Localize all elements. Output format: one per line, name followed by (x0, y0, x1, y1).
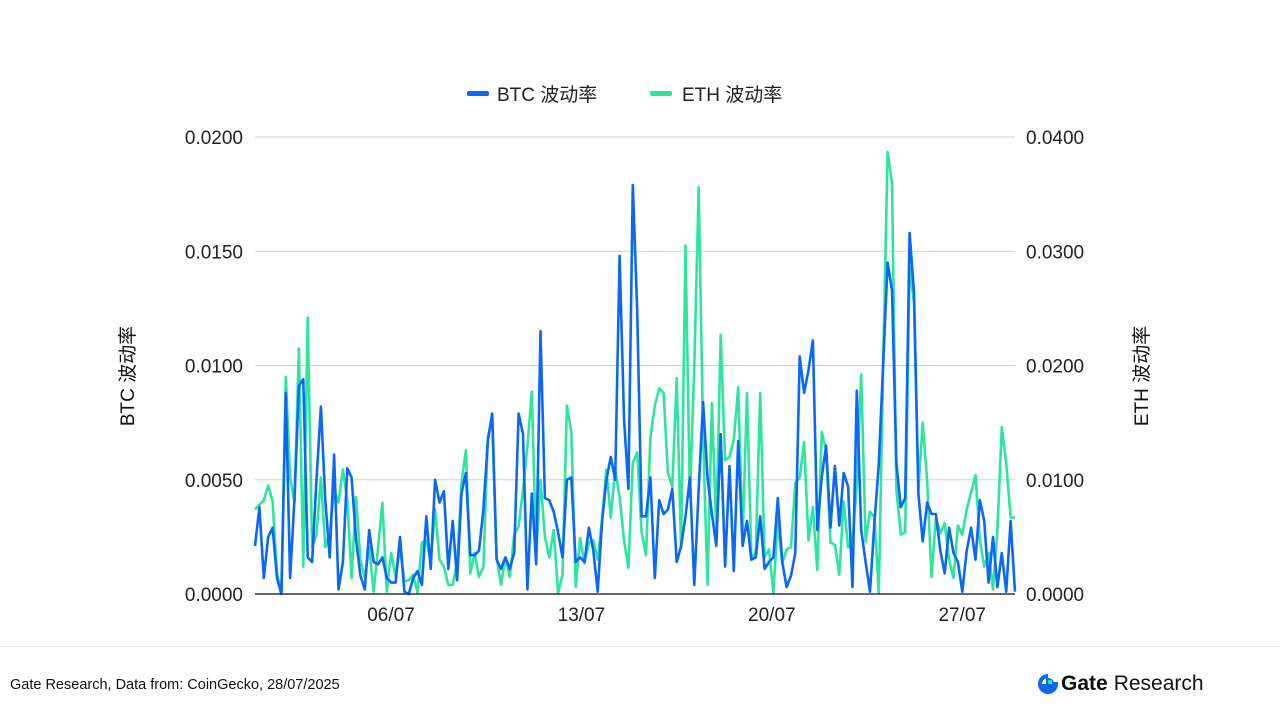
y-tick-left: 0.0200 (185, 128, 243, 149)
y-tick-left: 0.0100 (185, 357, 243, 378)
source-note: Gate Research, Data from: CoinGecko, 28/… (10, 677, 340, 693)
x-tick-label: 06/07 (367, 605, 415, 626)
logo-suffix: Research (1113, 672, 1204, 695)
logo-brand: Gate (1061, 672, 1108, 695)
footer-divider (0, 646, 1280, 647)
x-tick-label: 27/07 (938, 605, 986, 626)
tick-labels: 0.0000 0.0000 0.0050 0.0100 0.0100 0.0200 0.01… (185, 128, 1084, 626)
y-tick-left: 0.0150 (185, 242, 243, 263)
y-tick-right: 0.0300 (1026, 242, 1084, 263)
y-tick-right: 0.0100 (1026, 471, 1084, 492)
gridlines (255, 136, 1015, 481)
legend: BTC 波动率 ETH 波动率 (467, 84, 782, 106)
y-tick-right: 0.0400 (1026, 128, 1084, 149)
legend-label-btc: BTC 波动率 (497, 84, 597, 106)
y-tick-left: 0.0000 (185, 585, 243, 606)
y-tick-right: 0.0000 (1026, 585, 1084, 606)
legend-label-eth: ETH 波动率 (682, 84, 782, 106)
y-tick-right: 0.0200 (1026, 357, 1084, 378)
legend-swatch-eth (650, 91, 672, 96)
y-tick-left: 0.0050 (185, 471, 243, 492)
btc-volatility-line (253, 183, 1017, 596)
x-tick-label: 20/07 (748, 605, 796, 626)
y-axis-left-title: BTC 波动率 (117, 326, 139, 426)
gate-logo-icon (1038, 674, 1058, 694)
legend-swatch-btc (467, 91, 489, 96)
volatility-chart: 0.0000 0.0000 0.0050 0.0100 0.0100 0.0200 0.01… (117, 84, 1153, 626)
x-tick-label: 13/07 (558, 605, 606, 626)
eth-volatility-line (254, 150, 1015, 595)
gate-research-logo: Gate Research (1038, 672, 1204, 696)
y-axis-right-title: ETH 波动率 (1131, 326, 1153, 426)
series-lines (253, 150, 1017, 596)
